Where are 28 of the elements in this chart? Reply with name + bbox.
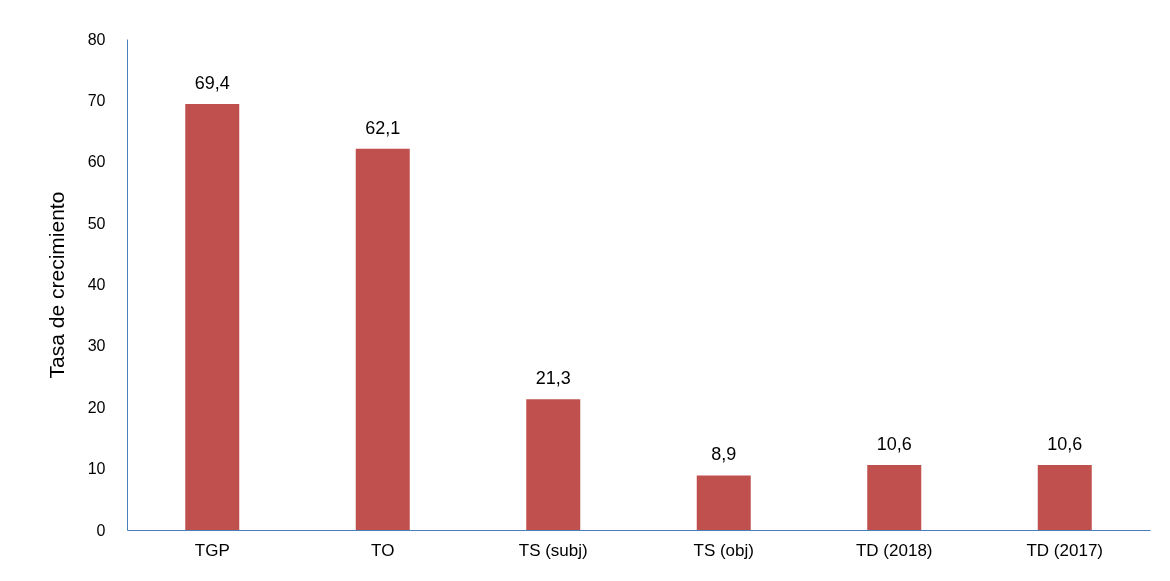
x-tick-label: TD (2017) bbox=[1026, 540, 1104, 560]
y-tick-label: 30 bbox=[87, 337, 106, 355]
x-tick-label: TO bbox=[371, 540, 395, 560]
bar bbox=[867, 464, 922, 530]
bar bbox=[185, 104, 240, 530]
y-tick-label: 20 bbox=[87, 398, 106, 416]
y-tick-label: 0 bbox=[96, 521, 106, 539]
bar bbox=[526, 399, 581, 530]
y-tick-label: 70 bbox=[87, 91, 106, 109]
bar bbox=[1037, 464, 1092, 530]
data-label: 10,6 bbox=[876, 433, 912, 454]
x-tick-label: TGP bbox=[194, 540, 230, 560]
y-tick-label: 60 bbox=[87, 153, 106, 171]
y-tick-label: 80 bbox=[87, 30, 106, 48]
x-tick-label: TD (2018) bbox=[855, 540, 933, 560]
data-label: 8,9 bbox=[711, 444, 737, 465]
bar bbox=[696, 475, 751, 530]
x-tick-label: TS (subj) bbox=[518, 540, 588, 560]
data-label: 69,4 bbox=[194, 73, 230, 94]
data-label: 10,6 bbox=[1047, 433, 1083, 454]
bar bbox=[355, 148, 410, 530]
y-tick-label: 40 bbox=[87, 276, 106, 293]
y-tick-label: 10 bbox=[87, 460, 106, 478]
y-axis-title: Tasa de crecimiento bbox=[44, 191, 68, 379]
data-label: 62,1 bbox=[365, 117, 401, 138]
y-tick-label: 50 bbox=[87, 214, 106, 232]
x-tick-label: TS (obj) bbox=[693, 540, 754, 560]
data-label: 21,3 bbox=[535, 368, 571, 389]
